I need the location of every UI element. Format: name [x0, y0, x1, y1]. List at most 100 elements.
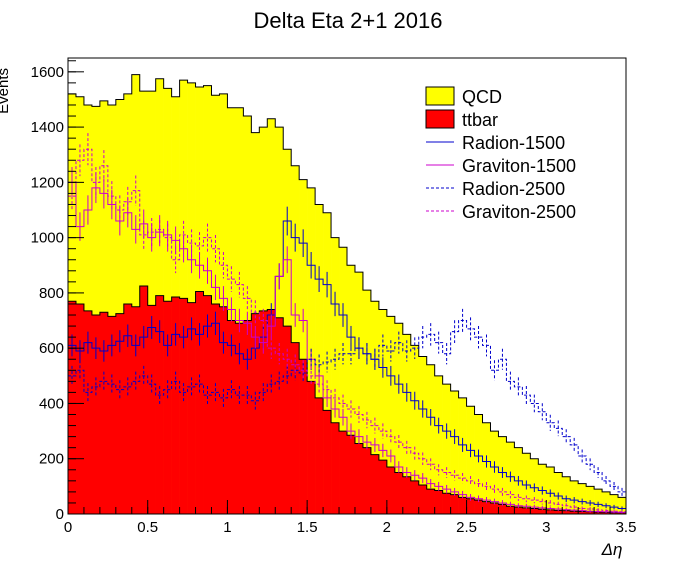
- legend-entry-graviton-1500: Graviton-1500: [426, 156, 576, 176]
- qcd-bin: [466, 406, 475, 514]
- ttbar-bin: [466, 498, 475, 514]
- ttbar-bin: [171, 297, 180, 514]
- radion-2500-line: [68, 320, 626, 493]
- ttbar-bin: [211, 303, 220, 514]
- qcd-bin: [147, 91, 156, 514]
- ttbar-bin: [179, 298, 188, 514]
- qcd-bin: [83, 104, 93, 515]
- ttbar-bin: [514, 507, 523, 514]
- series-ttbar: [68, 285, 627, 514]
- legend-label: Radion-1500: [462, 133, 565, 153]
- ttbar-bin: [195, 291, 204, 514]
- ttbar-bin: [139, 286, 149, 514]
- ttbar-bin: [68, 301, 77, 514]
- ttbar-bin: [378, 460, 388, 514]
- ttbar-bin: [402, 476, 412, 514]
- y-tick-label: 1600: [31, 64, 64, 81]
- ttbar-bin: [362, 447, 372, 514]
- qcd-bin: [610, 494, 619, 514]
- ttbar-bin: [331, 422, 340, 514]
- qcd-bin: [386, 316, 396, 514]
- qcd-bin: [354, 272, 364, 514]
- qcd-bin: [402, 334, 412, 514]
- ttbar-bin: [546, 509, 555, 514]
- qcd-bin: [299, 179, 308, 514]
- ttbar-bin: [442, 493, 451, 514]
- qcd-bin: [362, 290, 372, 514]
- ttbar-bin: [291, 342, 300, 514]
- qcd-outline: [68, 74, 626, 498]
- ttbar-bin: [339, 431, 348, 514]
- ttbar-bin: [107, 316, 117, 514]
- qcd-bin: [450, 391, 459, 514]
- legend-label: Radion-2500: [462, 179, 565, 199]
- ttbar-bin: [418, 484, 428, 514]
- qcd-bin: [291, 165, 300, 515]
- qcd-bin: [458, 397, 467, 514]
- legend-label: Graviton-2500: [462, 202, 576, 222]
- ttbar-bin: [458, 497, 467, 514]
- qcd-bin: [347, 265, 356, 514]
- qcd-bin: [618, 497, 627, 514]
- ttbar-bin: [386, 467, 396, 514]
- qcd-bin: [426, 364, 435, 514]
- legend-label: ttbar: [462, 110, 498, 130]
- ttbar-bin: [219, 306, 228, 514]
- y-tick-label: 1200: [31, 174, 64, 191]
- x-axis-label: Δη: [601, 540, 623, 559]
- qcd-bin: [370, 301, 380, 514]
- ttbar-bin: [498, 504, 507, 514]
- ttbar-bin: [155, 295, 164, 514]
- series-radion-1500: [68, 206, 626, 511]
- y-tick-label: 800: [39, 285, 64, 302]
- qcd-bin: [418, 356, 428, 514]
- legend-entry-qcd: QCD: [425, 86, 502, 107]
- ttbar-bin: [115, 313, 125, 514]
- qcd-bin: [107, 104, 117, 515]
- ttbar-bin: [570, 511, 579, 514]
- graviton-2500-line: [68, 148, 626, 513]
- x-tick-label: 2.5: [456, 519, 477, 536]
- qcd-bin: [331, 237, 340, 515]
- qcd-bin: [115, 99, 125, 515]
- ttbar-bin: [522, 507, 531, 514]
- y-tick-label: 400: [39, 395, 64, 412]
- y-tick-label: 0: [56, 506, 64, 523]
- ttbar-bin: [259, 310, 268, 514]
- ttbar-bin: [243, 320, 252, 514]
- ttbar-bin: [554, 510, 563, 514]
- y-tick-label: 1000: [31, 230, 64, 247]
- ttbar-bin: [251, 313, 260, 514]
- qcd-bin: [339, 247, 348, 515]
- x-tick-label: 3: [542, 519, 550, 536]
- graviton-1500-line: [68, 181, 626, 513]
- ttbar-bin: [354, 443, 364, 514]
- ttbar-bin: [474, 500, 483, 514]
- ttbar-bin: [490, 502, 499, 514]
- qcd-bin: [410, 345, 420, 514]
- legend-entry-ttbar: ttbar: [425, 109, 498, 130]
- qcd-bin: [131, 74, 141, 514]
- ttbar-bin: [394, 472, 404, 514]
- qcd-bin: [91, 106, 101, 514]
- qcd-bin: [179, 80, 188, 514]
- series-graviton-2500: [68, 133, 626, 514]
- x-tick-label: 0: [64, 519, 72, 536]
- ttbar-bin: [123, 303, 133, 514]
- ttbar-bin: [482, 501, 491, 514]
- qcd-bin: [394, 323, 404, 514]
- ttbar-bin: [530, 508, 539, 514]
- ttbar-bin: [315, 397, 324, 514]
- ttbar-bin: [235, 323, 244, 514]
- ttbar-bin: [131, 306, 141, 514]
- ttbar-bin: [227, 320, 236, 514]
- ttbar-bin: [323, 410, 332, 514]
- y-tick-label: 600: [39, 340, 64, 357]
- x-tick-label: 1.5: [297, 519, 318, 536]
- y-axis-label: Events: [0, 68, 12, 114]
- y-tick-label: 200: [39, 451, 64, 468]
- qcd-bin: [187, 82, 196, 514]
- legend-entry-radion-2500: Radion-2500: [426, 179, 565, 199]
